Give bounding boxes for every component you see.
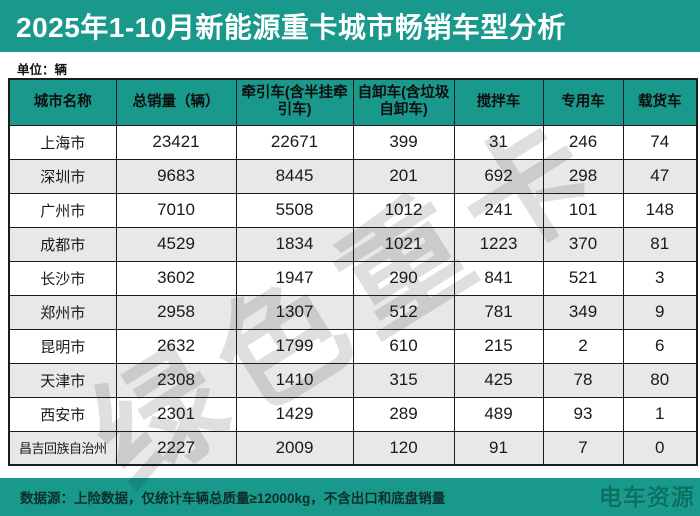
city-cell: 昌吉回族自治州 <box>8 430 117 466</box>
value-cell: 399 <box>352 124 455 160</box>
brand-logo: 电车资源 <box>599 484 695 510</box>
table-row: 长沙市 3602 1947 290 841 521 3 <box>8 260 698 296</box>
value-cell: 489 <box>453 396 544 432</box>
footer-bar: 数据源：上险数据，仅统计车辆总质量≥12000kg，不含出口和底盘销量 电车资源 <box>0 478 700 516</box>
value-cell: 47 <box>622 158 698 194</box>
source-note: 数据源：上险数据，仅统计车辆总质量≥12000kg，不含出口和底盘销量 <box>20 491 446 506</box>
value-cell: 4529 <box>115 226 237 262</box>
city-cell: 广州市 <box>8 192 117 228</box>
value-cell: 22671 <box>235 124 354 160</box>
value-cell: 148 <box>622 192 698 228</box>
city-cell: 西安市 <box>8 396 117 432</box>
value-cell: 349 <box>542 294 624 330</box>
sales-table-wrap: 城市名称 总销量（辆） 牵引车(含半挂牵引车) 自卸车(含垃圾自卸车) 搅拌车 专用车 载货… <box>8 78 698 466</box>
value-cell: 841 <box>453 260 544 296</box>
table-row: 天津市 2308 1410 315 425 78 80 <box>8 362 698 398</box>
value-cell: 246 <box>542 124 624 160</box>
value-cell: 3602 <box>115 260 237 296</box>
value-cell: 1947 <box>235 260 354 296</box>
value-cell: 2301 <box>115 396 237 432</box>
column-header: 载货车 <box>622 78 698 126</box>
city-cell: 郑州市 <box>8 294 117 330</box>
value-cell: 8445 <box>235 158 354 194</box>
table-row: 昌吉回族自治州 2227 2009 120 91 7 0 <box>8 430 698 466</box>
value-cell: 2009 <box>235 430 354 466</box>
value-cell: 91 <box>453 430 544 466</box>
unit-label: 单位：辆 <box>17 63 68 77</box>
value-cell: 5508 <box>235 192 354 228</box>
value-cell: 512 <box>352 294 455 330</box>
table-row: 成都市 4529 1834 1021 1223 370 81 <box>8 226 698 262</box>
value-cell: 120 <box>352 430 455 466</box>
value-cell: 241 <box>453 192 544 228</box>
value-cell: 78 <box>542 362 624 398</box>
header-row: 城市名称 总销量（辆） 牵引车(含半挂牵引车) 自卸车(含垃圾自卸车) 搅拌车 专用车 载货… <box>8 78 698 126</box>
column-header: 搅拌车 <box>453 78 544 126</box>
value-cell: 2632 <box>115 328 237 364</box>
city-cell: 上海市 <box>8 124 117 160</box>
column-header: 牵引车(含半挂牵引车) <box>235 78 354 126</box>
value-cell: 1 <box>622 396 698 432</box>
value-cell: 101 <box>542 192 624 228</box>
table-row: 深圳市 9683 8445 201 692 298 47 <box>8 158 698 194</box>
value-cell: 74 <box>622 124 698 160</box>
value-cell: 7010 <box>115 192 237 228</box>
table-row: 西安市 2301 1429 289 489 93 1 <box>8 396 698 432</box>
value-cell: 370 <box>542 226 624 262</box>
column-header: 城市名称 <box>8 78 117 126</box>
value-cell: 1410 <box>235 362 354 398</box>
table-row: 郑州市 2958 1307 512 781 349 9 <box>8 294 698 330</box>
sales-table: 城市名称 总销量（辆） 牵引车(含半挂牵引车) 自卸车(含垃圾自卸车) 搅拌车 专用车 载货… <box>8 78 698 466</box>
value-cell: 1223 <box>453 226 544 262</box>
value-cell: 692 <box>453 158 544 194</box>
title-bar: 2025年1-10月新能源重卡城市畅销车型分析 <box>0 0 700 52</box>
value-cell: 781 <box>453 294 544 330</box>
value-cell: 31 <box>453 124 544 160</box>
value-cell: 2 <box>542 328 624 364</box>
value-cell: 80 <box>622 362 698 398</box>
value-cell: 3 <box>622 260 698 296</box>
value-cell: 298 <box>542 158 624 194</box>
value-cell: 610 <box>352 328 455 364</box>
value-cell: 2958 <box>115 294 237 330</box>
value-cell: 215 <box>453 328 544 364</box>
city-cell: 成都市 <box>8 226 117 262</box>
column-header: 自卸车(含垃圾自卸车) <box>352 78 455 126</box>
table-row: 昆明市 2632 1799 610 215 2 6 <box>8 328 698 364</box>
city-cell: 长沙市 <box>8 260 117 296</box>
city-cell: 昆明市 <box>8 328 117 364</box>
value-cell: 290 <box>352 260 455 296</box>
value-cell: 289 <box>352 396 455 432</box>
value-cell: 7 <box>542 430 624 466</box>
value-cell: 1834 <box>235 226 354 262</box>
value-cell: 81 <box>622 226 698 262</box>
value-cell: 23421 <box>115 124 237 160</box>
table-row: 广州市 7010 5508 1012 241 101 148 <box>8 192 698 228</box>
column-header: 总销量（辆） <box>115 78 237 126</box>
value-cell: 1799 <box>235 328 354 364</box>
city-cell: 深圳市 <box>8 158 117 194</box>
value-cell: 2227 <box>115 430 237 466</box>
value-cell: 2308 <box>115 362 237 398</box>
value-cell: 1021 <box>352 226 455 262</box>
value-cell: 1307 <box>235 294 354 330</box>
table-row: 上海市 23421 22671 399 31 246 74 <box>8 124 698 160</box>
value-cell: 0 <box>622 430 698 466</box>
value-cell: 1429 <box>235 396 354 432</box>
value-cell: 201 <box>352 158 455 194</box>
column-header: 专用车 <box>542 78 624 126</box>
value-cell: 9683 <box>115 158 237 194</box>
value-cell: 315 <box>352 362 455 398</box>
value-cell: 425 <box>453 362 544 398</box>
value-cell: 1012 <box>352 192 455 228</box>
city-cell: 天津市 <box>8 362 117 398</box>
value-cell: 521 <box>542 260 624 296</box>
value-cell: 9 <box>622 294 698 330</box>
value-cell: 93 <box>542 396 624 432</box>
value-cell: 6 <box>622 328 698 364</box>
page-title: 2025年1-10月新能源重卡城市畅销车型分析 <box>16 12 566 43</box>
